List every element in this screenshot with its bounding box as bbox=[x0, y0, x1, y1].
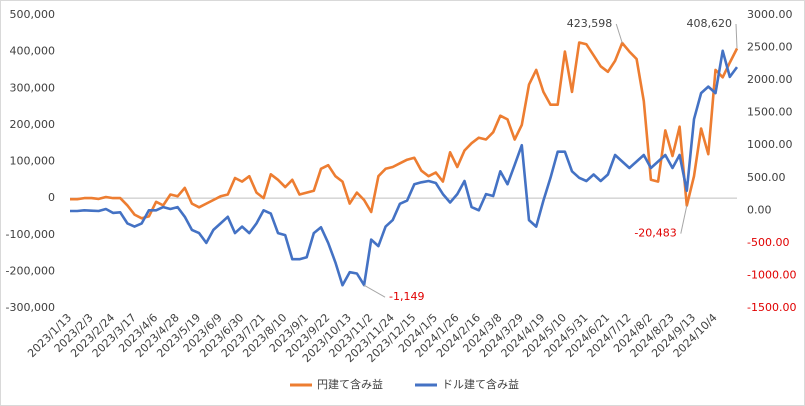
annotation-leader bbox=[615, 23, 623, 44]
data-label: 423,598 bbox=[567, 17, 613, 30]
legend-label: ドル建て含み益 bbox=[442, 377, 519, 391]
annotation-leader bbox=[735, 23, 738, 49]
annotation-leader bbox=[363, 284, 386, 298]
legend-label: 円建て含み益 bbox=[317, 377, 383, 391]
y-tick-label: 400,000 bbox=[10, 45, 56, 58]
series-line bbox=[70, 41, 739, 220]
data-label: -20,483 bbox=[634, 227, 676, 240]
y-tick-label: 300,000 bbox=[10, 81, 56, 94]
y2-tick-label: 2000.00 bbox=[747, 73, 793, 86]
y2-tick-label: 1500.00 bbox=[747, 106, 793, 119]
y-tick-label: -100,000 bbox=[6, 228, 55, 241]
y-tick-label: 100,000 bbox=[10, 155, 56, 168]
y2-tick-label: -1000.00 bbox=[747, 268, 796, 281]
y-tick-label: 200,000 bbox=[10, 118, 56, 131]
data-label: -1,149 bbox=[389, 290, 424, 303]
y2-tick-label: -1500.00 bbox=[747, 301, 796, 314]
y2-tick-label: 1000.00 bbox=[747, 138, 793, 151]
y2-tick-label: 3000.00 bbox=[747, 8, 793, 21]
y2-tick-label: 500.00 bbox=[747, 171, 786, 184]
y2-tick-label: 0.00 bbox=[747, 203, 772, 216]
y-tick-label: 0 bbox=[48, 191, 55, 204]
y-tick-label: -200,000 bbox=[6, 264, 55, 277]
annotation-leader bbox=[680, 205, 688, 234]
y2-tick-label: 2500.00 bbox=[747, 41, 793, 54]
series-line bbox=[70, 49, 739, 287]
y2-tick-label: -500.00 bbox=[747, 236, 789, 249]
data-label: 408,620 bbox=[687, 17, 733, 30]
y-tick-label: -300,000 bbox=[6, 301, 55, 314]
y-tick-label: 500,000 bbox=[10, 8, 56, 21]
